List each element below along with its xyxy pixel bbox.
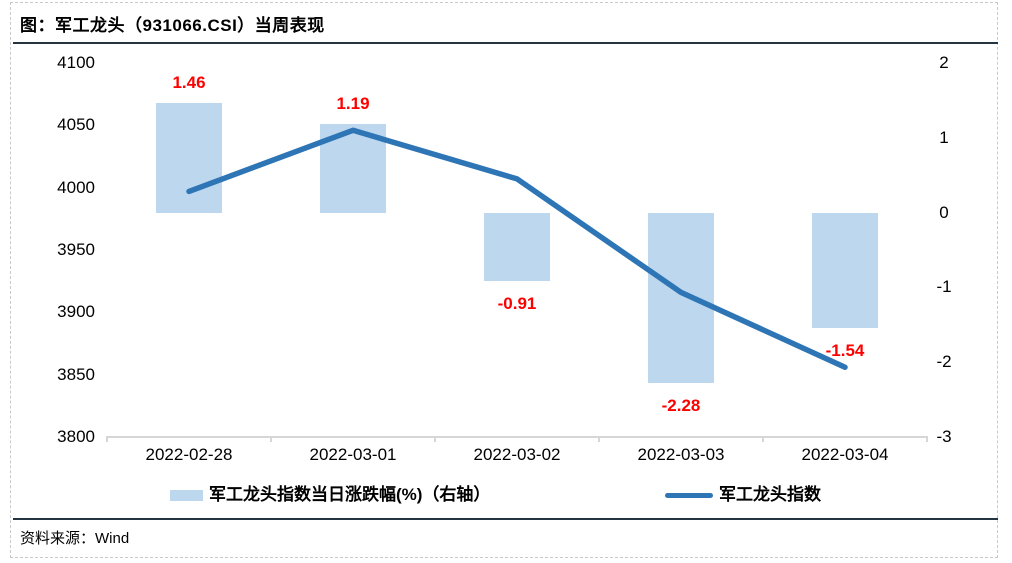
y-axis-tick-right: -2 <box>936 352 952 372</box>
x-axis-tick <box>598 436 600 442</box>
bar-series-label: 军工龙头指数当日涨跌幅(%)（右轴） <box>209 485 491 504</box>
y-axis-tick-right: 0 <box>939 202 949 222</box>
bar <box>812 212 878 328</box>
bar-value-label: -1.54 <box>825 340 865 360</box>
y-axis-tick-right: 1 <box>939 127 949 147</box>
y-axis-tick-left: 4050 <box>57 115 95 135</box>
y-axis-tick-left: 4100 <box>57 53 95 72</box>
chart-title: 图：军工龙头（931066.CSI）当周表现 <box>20 16 325 35</box>
y-axis-tick-right: -3 <box>936 427 952 446</box>
x-axis-tick <box>926 436 928 442</box>
y-axis-tick-left: 4000 <box>57 177 95 197</box>
x-axis-label: 2022-02-28 <box>145 445 233 464</box>
x-axis-tick <box>270 436 272 442</box>
bar <box>484 212 550 281</box>
bar <box>156 103 222 213</box>
title-separator <box>13 42 998 44</box>
x-axis-label: 2022-03-01 <box>309 445 397 464</box>
legend-item-line: 军工龙头指数 <box>665 484 821 506</box>
bar-value-label: 1.46 <box>172 73 206 93</box>
x-axis-tick <box>106 436 108 442</box>
y-axis-tick-left: 3800 <box>57 427 95 446</box>
line-series-label: 军工龙头指数 <box>719 485 821 504</box>
y-axis-tick-left: 3850 <box>57 364 95 384</box>
bar-value-label: -0.91 <box>497 293 537 313</box>
bar-value-label: 1.19 <box>336 93 370 113</box>
legend-item-bars: 军工龙头指数当日涨跌幅(%)（右轴） <box>170 484 490 506</box>
y-axis-tick-left: 3900 <box>57 302 95 322</box>
y-axis-tick-left: 3950 <box>57 240 95 259</box>
x-axis-label: 2022-03-02 <box>473 445 561 464</box>
bar-value-label: -2.28 <box>661 396 701 416</box>
x-axis-line <box>107 436 927 438</box>
bar-series-swatch <box>170 489 203 501</box>
line-series-swatch <box>665 492 713 498</box>
source-text: 资料来源：Wind <box>20 530 130 547</box>
x-axis-tick <box>434 436 436 442</box>
x-axis-tick <box>762 436 764 442</box>
bar <box>320 123 386 213</box>
y-axis-tick-right: 2 <box>939 53 949 72</box>
x-axis-label: 2022-03-03 <box>637 445 725 464</box>
bar <box>648 212 714 384</box>
x-axis-label: 2022-03-04 <box>801 445 889 464</box>
y-axis-tick-right: -1 <box>936 277 952 297</box>
source-separator <box>13 518 998 520</box>
